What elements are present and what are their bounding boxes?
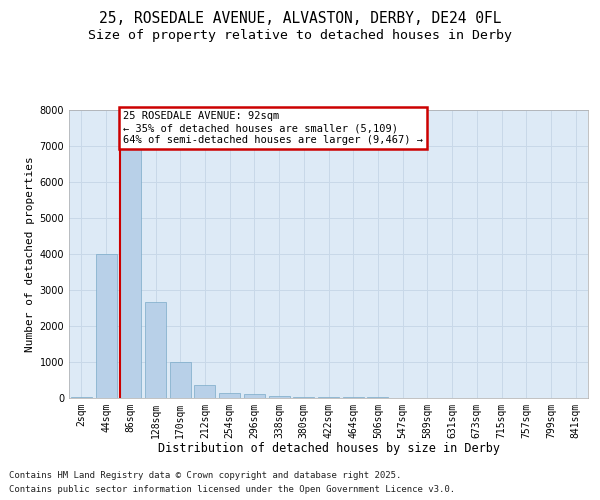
Bar [95, 254, 116, 398]
Bar [120, 132, 141, 398]
Text: 25, ROSEDALE AVENUE, ALVASTON, DERBY, DE24 0FL: 25, ROSEDALE AVENUE, ALVASTON, DERBY, DE… [99, 11, 501, 26]
Text: Contains HM Land Registry data © Crown copyright and database right 2025.: Contains HM Land Registry data © Crown c… [9, 471, 401, 480]
X-axis label: Distribution of detached houses by size in Derby: Distribution of detached houses by size … [157, 442, 499, 455]
Bar [145, 302, 166, 398]
Bar [194, 385, 215, 398]
Bar [170, 362, 191, 398]
Bar [269, 396, 290, 398]
Text: 25 ROSEDALE AVENUE: 92sqm
← 35% of detached houses are smaller (5,109)
64% of se: 25 ROSEDALE AVENUE: 92sqm ← 35% of detac… [123, 112, 423, 144]
Text: Size of property relative to detached houses in Derby: Size of property relative to detached ho… [88, 29, 512, 42]
Text: Contains public sector information licensed under the Open Government Licence v3: Contains public sector information licen… [9, 485, 455, 494]
Bar [219, 393, 240, 398]
Bar [244, 394, 265, 398]
Y-axis label: Number of detached properties: Number of detached properties [25, 156, 35, 352]
